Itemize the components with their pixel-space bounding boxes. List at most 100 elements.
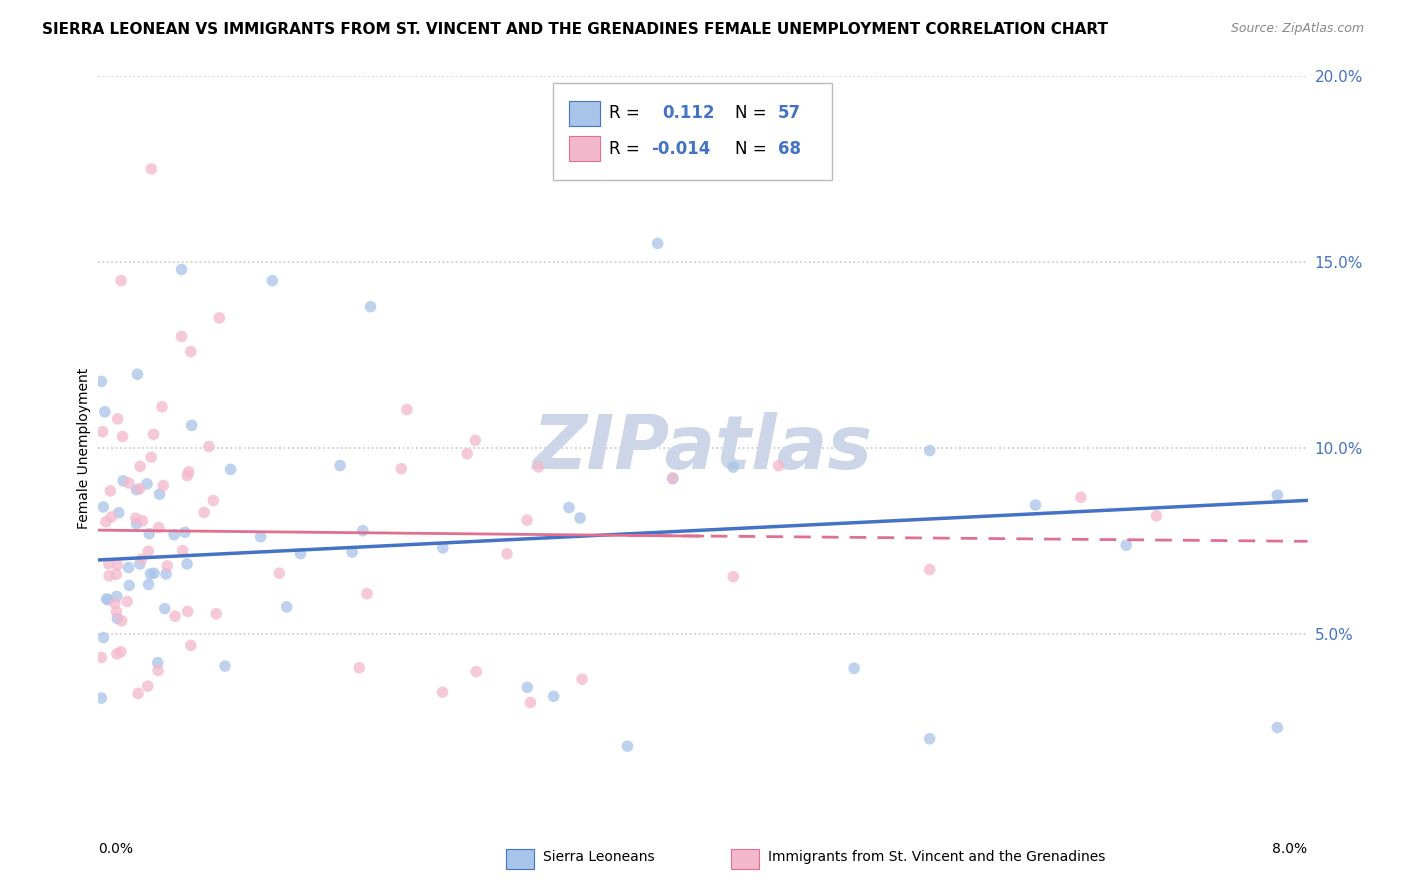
Point	[616, 739, 638, 753]
Point	[177, 465, 200, 479]
Point	[205, 607, 228, 621]
Y-axis label: Female Unemployment: Female Unemployment	[77, 368, 91, 529]
Point	[96, 591, 118, 606]
Point	[148, 520, 170, 534]
Point	[290, 547, 312, 561]
Point	[661, 471, 683, 485]
Point	[118, 578, 141, 592]
Point	[165, 609, 187, 624]
Point	[844, 661, 866, 675]
Text: Sierra Leoneans: Sierra Leoneans	[543, 850, 654, 864]
Point	[142, 427, 165, 442]
Point	[91, 500, 114, 514]
Point	[129, 459, 152, 474]
Point	[395, 402, 418, 417]
Point	[105, 611, 128, 625]
Point	[150, 400, 173, 414]
Point	[661, 472, 683, 486]
Point	[1070, 491, 1092, 505]
Text: R =: R =	[609, 140, 640, 158]
Point	[262, 274, 284, 288]
Point	[202, 493, 225, 508]
Point	[128, 482, 150, 496]
Point	[91, 425, 114, 439]
Text: N =: N =	[735, 140, 766, 158]
Point	[571, 672, 593, 686]
Point	[464, 434, 486, 448]
Text: Source: ZipAtlas.com: Source: ZipAtlas.com	[1230, 22, 1364, 36]
Point	[276, 599, 298, 614]
Point	[558, 500, 581, 515]
Point	[180, 639, 202, 653]
Point	[1024, 498, 1046, 512]
Point	[98, 483, 121, 498]
Text: R =: R =	[609, 104, 640, 122]
Point	[723, 460, 745, 475]
Point	[389, 461, 412, 475]
Point	[647, 236, 669, 251]
Point	[125, 483, 148, 497]
Point	[128, 557, 150, 571]
Point	[107, 506, 129, 520]
Point	[141, 450, 163, 465]
Point	[131, 552, 153, 566]
Point	[170, 262, 193, 277]
Point	[94, 515, 117, 529]
Point	[176, 604, 198, 618]
Point	[112, 474, 135, 488]
Point	[156, 558, 179, 573]
Point	[170, 329, 193, 343]
Point	[105, 605, 128, 619]
Text: ZIPatlas: ZIPatlas	[533, 412, 873, 484]
Point	[136, 476, 159, 491]
Point	[110, 614, 132, 628]
Point	[918, 731, 941, 746]
Point	[90, 691, 112, 706]
Text: 68: 68	[778, 140, 800, 158]
Point	[516, 513, 538, 527]
Point	[456, 447, 478, 461]
Point	[918, 563, 941, 577]
Point	[1267, 488, 1289, 502]
Point	[100, 510, 122, 524]
Point	[172, 543, 194, 558]
Point	[543, 690, 565, 704]
Point	[193, 506, 215, 520]
Point	[432, 541, 454, 555]
Point	[269, 566, 291, 581]
Point	[465, 665, 488, 679]
Point	[1146, 508, 1168, 523]
Point	[360, 300, 382, 314]
Point	[97, 557, 120, 571]
Point	[146, 656, 169, 670]
Point	[214, 659, 236, 673]
Point	[349, 661, 371, 675]
Point	[125, 511, 148, 525]
Point	[208, 310, 231, 325]
Point	[125, 516, 148, 531]
Point	[329, 458, 352, 473]
Point	[127, 686, 149, 700]
Point	[127, 368, 149, 382]
Point	[527, 459, 550, 474]
Point	[768, 458, 790, 473]
Text: 57: 57	[778, 104, 800, 122]
Text: -0.014: -0.014	[651, 140, 710, 158]
Point	[180, 344, 202, 359]
Point	[104, 597, 127, 611]
Point	[136, 679, 159, 693]
Text: 0.112: 0.112	[662, 104, 714, 122]
Text: N =: N =	[735, 104, 766, 122]
Point	[1115, 538, 1137, 552]
Point	[141, 161, 163, 176]
Point	[105, 558, 128, 572]
Point	[153, 601, 176, 615]
Point	[98, 569, 121, 583]
Point	[107, 412, 129, 426]
Text: 8.0%: 8.0%	[1272, 842, 1308, 856]
Point	[118, 475, 141, 490]
Point	[176, 468, 198, 483]
Point	[723, 570, 745, 584]
Point	[115, 594, 138, 608]
Text: Immigrants from St. Vincent and the Grenadines: Immigrants from St. Vincent and the Gren…	[768, 850, 1105, 864]
